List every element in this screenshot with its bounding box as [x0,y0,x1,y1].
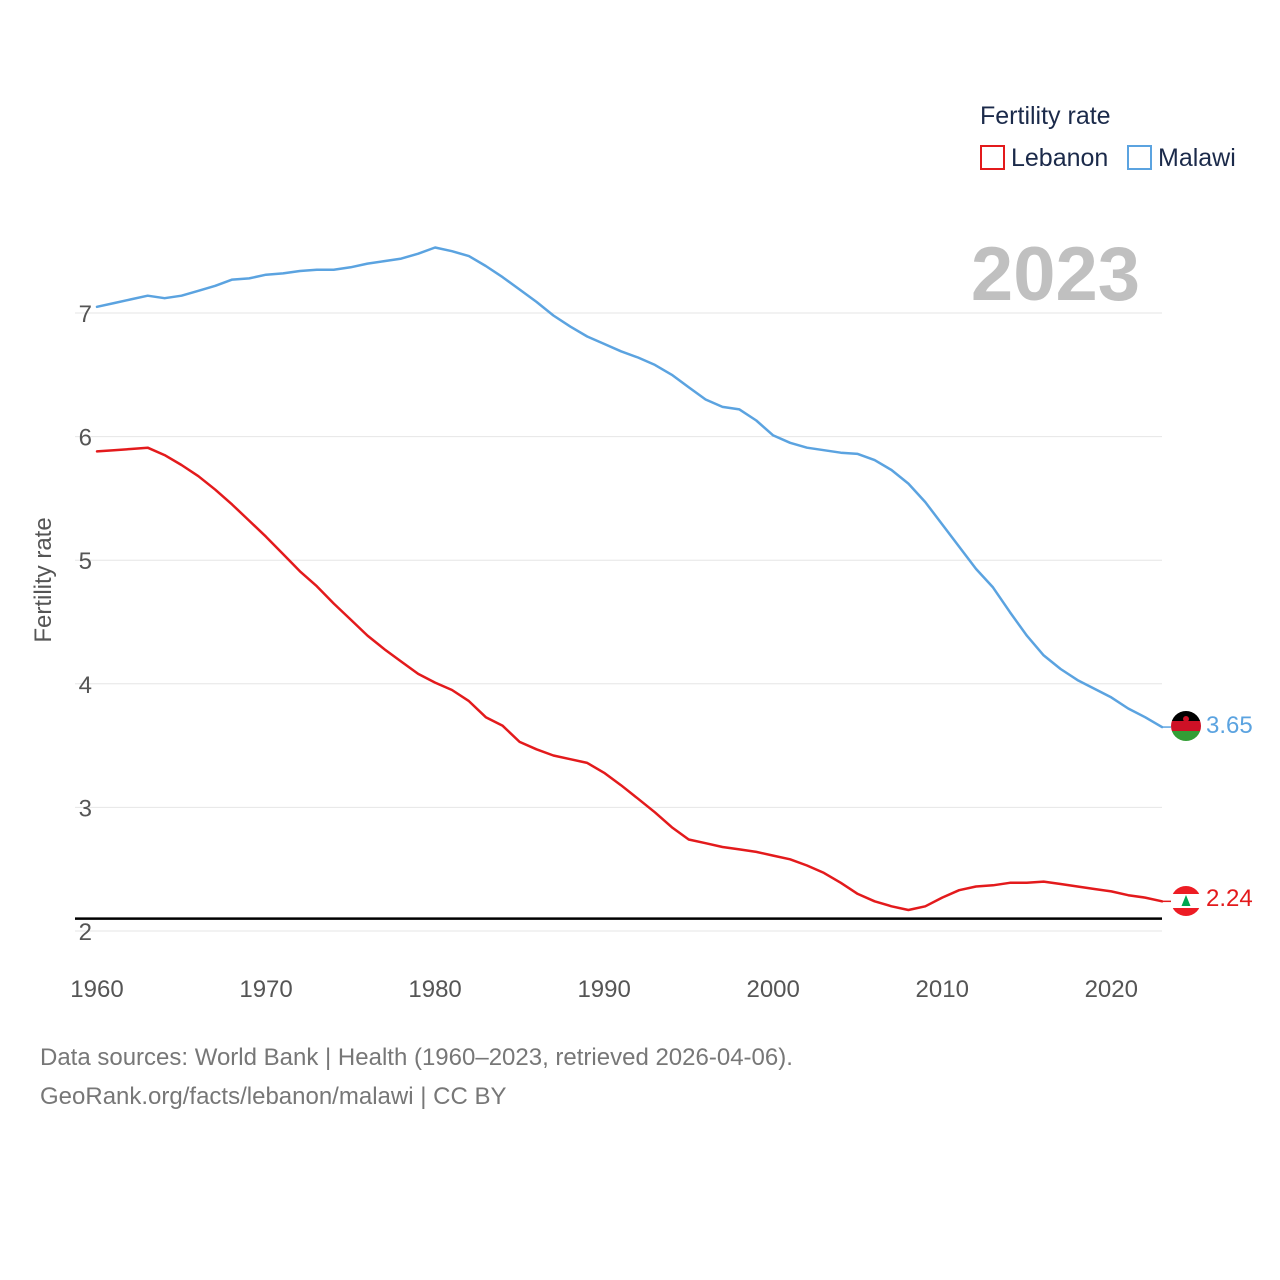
y-tick-label-4: 4 [79,672,92,699]
y-axis-ticks: 2 3 4 5 6 7 [79,301,92,946]
legend-title: Fertility rate [980,102,1111,130]
y-tick-label-5: 5 [79,548,92,575]
data-sources-note: Data sources: World Bank | Health (1960–… [40,1044,793,1071]
current-year-label: 2023 [971,232,1140,317]
x-tick-label-1990: 1990 [577,976,630,1003]
attribution-note: GeoRank.org/facts/lebanon/malawi | CC BY [40,1083,507,1110]
legend-swatch-malawi [1127,145,1152,170]
series-line-malawi [95,246,1164,729]
malawi-flag [1171,711,1201,741]
legend-swatch-lebanon [980,145,1005,170]
x-tick-label-2020: 2020 [1085,976,1138,1003]
y-tick-label-7: 7 [79,301,92,328]
legend-label-lebanon: Lebanon [1011,144,1108,172]
malawi-end-value: 3.65 [1206,712,1253,739]
series-lines [95,246,1171,912]
y-tick-label-6: 6 [79,425,92,452]
legend: Fertility rate Lebanon Malawi [980,102,1236,172]
y-tick-label-3: 3 [79,795,92,822]
x-tick-label-2000: 2000 [746,976,799,1003]
y-axis-title: Fertility rate [30,517,57,642]
x-axis-ticks: 1960 1970 1980 1990 2000 2010 2020 [70,976,1138,1003]
x-tick-label-1970: 1970 [239,976,292,1003]
series-line-lebanon [95,446,1164,912]
legend-label-malawi: Malawi [1158,144,1236,172]
gridlines [75,312,1162,932]
x-tick-label-1960: 1960 [70,976,123,1003]
x-tick-label-2010: 2010 [916,976,969,1003]
x-tick-label-1980: 1980 [408,976,461,1003]
lebanon-flag [1171,886,1201,916]
y-tick-label-2: 2 [79,919,92,946]
lebanon-end-value: 2.24 [1206,885,1253,912]
